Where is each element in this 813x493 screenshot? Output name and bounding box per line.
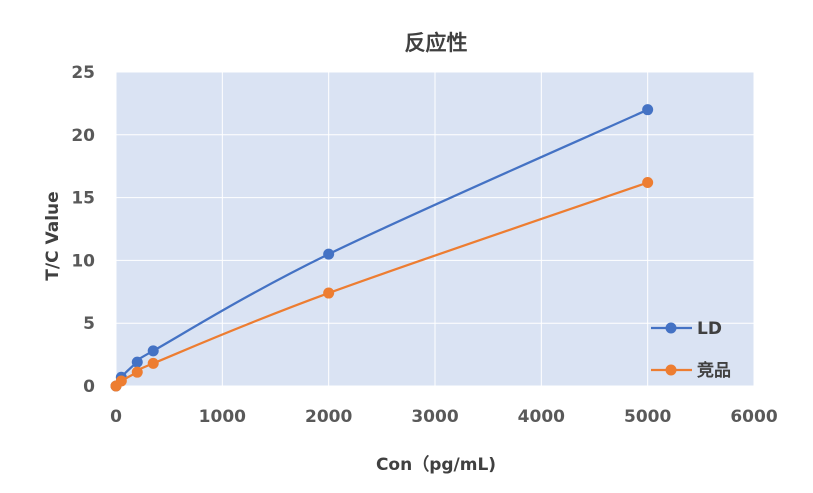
legend-item: 竞品 <box>651 360 731 381</box>
data-point <box>642 104 654 116</box>
legend-label: LD <box>697 319 722 339</box>
y-axis-ticks: 0 5 10 15 20 25 <box>71 63 95 397</box>
data-point <box>147 345 159 357</box>
y-tick-label: 5 <box>83 314 95 334</box>
legend: LD 竞品 <box>651 319 731 381</box>
x-tick-label: 0 <box>110 407 122 427</box>
y-tick-label: 0 <box>83 377 95 397</box>
data-point <box>642 177 654 189</box>
x-tick-label: 2000 <box>305 407 352 427</box>
data-point <box>131 356 143 368</box>
y-tick-label: 25 <box>71 63 95 83</box>
data-point <box>147 357 159 369</box>
series-layer <box>110 104 654 392</box>
data-point <box>131 366 143 378</box>
chart-title: 反应性 <box>405 31 468 55</box>
x-tick-label: 6000 <box>730 407 777 427</box>
legend-item: LD <box>651 319 722 339</box>
x-tick-label: 5000 <box>624 407 671 427</box>
data-point <box>323 248 335 260</box>
x-axis-ticks: 0 1000 2000 3000 4000 5000 6000 <box>110 407 778 427</box>
x-tick-label: 1000 <box>199 407 246 427</box>
legend-label: 竞品 <box>697 360 731 381</box>
y-tick-label: 15 <box>71 189 95 209</box>
data-point <box>323 287 335 299</box>
series-2 <box>110 177 654 392</box>
legend-swatch-marker <box>665 322 677 334</box>
y-tick-label: 10 <box>71 251 95 271</box>
x-axis-title: Con（pg/mL) <box>376 454 496 475</box>
x-tick-label: 4000 <box>518 407 565 427</box>
y-axis-title: T/C Value <box>43 191 63 280</box>
data-point <box>115 375 127 387</box>
legend-swatch-marker <box>665 364 677 376</box>
y-tick-label: 20 <box>71 126 95 146</box>
grid <box>115 71 755 387</box>
x-tick-label: 3000 <box>411 407 458 427</box>
